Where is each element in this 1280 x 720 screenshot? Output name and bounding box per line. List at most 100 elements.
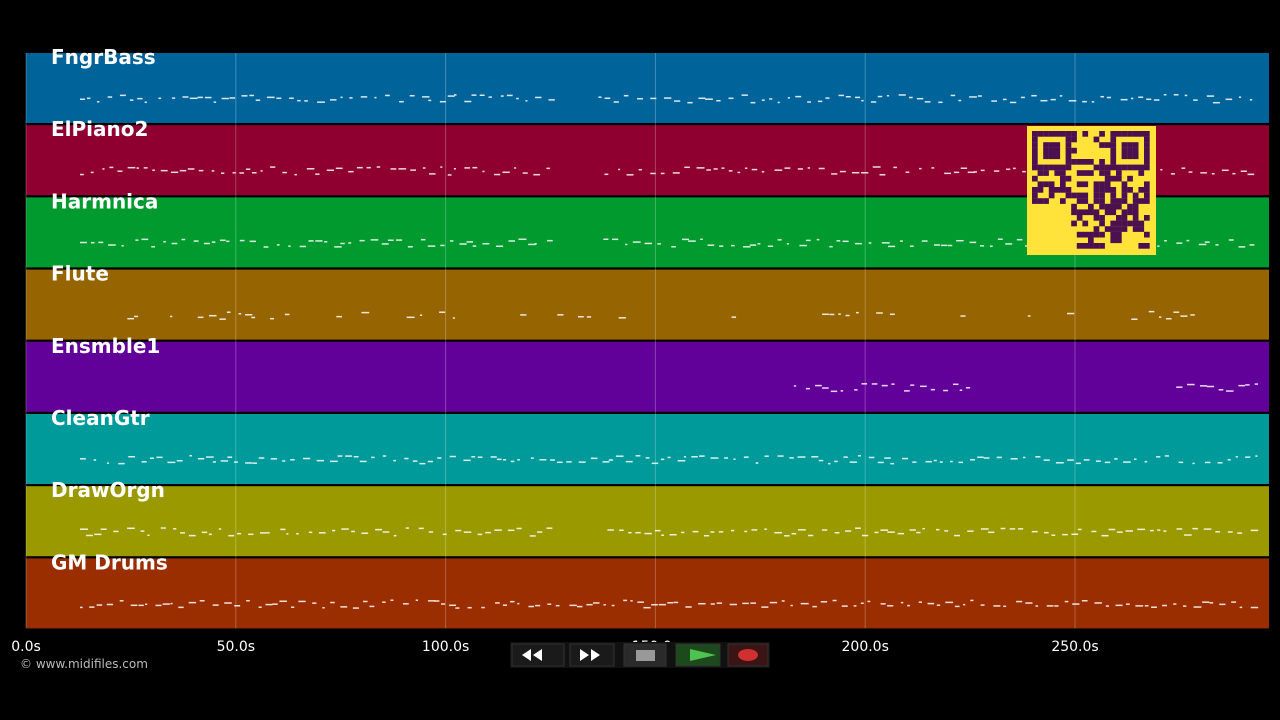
note xyxy=(548,99,555,101)
note xyxy=(1176,386,1183,388)
note xyxy=(838,94,844,97)
note xyxy=(790,604,793,607)
note xyxy=(959,389,963,392)
note xyxy=(366,166,371,169)
qr-module xyxy=(1093,226,1100,232)
note xyxy=(181,238,186,241)
note xyxy=(412,460,418,462)
note xyxy=(1170,173,1175,175)
play-button[interactable] xyxy=(675,643,721,667)
qr-module xyxy=(1138,220,1145,227)
note xyxy=(590,457,598,460)
note xyxy=(167,461,176,464)
note xyxy=(220,460,229,462)
note xyxy=(603,238,609,240)
qr-module xyxy=(1032,142,1038,148)
note xyxy=(945,601,954,604)
note xyxy=(1162,604,1167,607)
note xyxy=(463,531,472,533)
note xyxy=(1240,170,1247,172)
note xyxy=(1186,239,1190,242)
note xyxy=(348,170,354,173)
note xyxy=(983,457,990,459)
qr-module xyxy=(1082,170,1089,176)
record-button[interactable] xyxy=(727,643,769,667)
qr-module xyxy=(1076,231,1083,238)
note xyxy=(189,97,198,100)
note xyxy=(410,169,417,171)
note xyxy=(221,97,229,100)
qr-module xyxy=(1060,175,1066,182)
note xyxy=(936,604,941,606)
note xyxy=(182,96,189,98)
qr-module xyxy=(1104,203,1111,210)
qr-module xyxy=(1132,226,1139,232)
note xyxy=(1160,168,1163,171)
note xyxy=(1173,603,1177,605)
note xyxy=(845,530,852,532)
forward-icon xyxy=(580,649,600,661)
note xyxy=(219,239,226,242)
qr-module xyxy=(1048,147,1055,154)
note xyxy=(245,462,253,464)
note xyxy=(119,94,126,97)
note xyxy=(522,172,528,174)
qr-module xyxy=(1121,142,1128,148)
note xyxy=(452,317,455,319)
forward-button[interactable] xyxy=(569,643,615,667)
note xyxy=(80,528,88,530)
note xyxy=(495,602,500,604)
note xyxy=(147,534,150,537)
note xyxy=(989,245,993,248)
note xyxy=(315,240,323,242)
note xyxy=(481,606,485,609)
note xyxy=(977,456,984,459)
note xyxy=(1040,99,1048,102)
stop-icon xyxy=(636,650,655,661)
note xyxy=(855,527,861,529)
note xyxy=(795,95,802,98)
note xyxy=(1164,455,1169,457)
note xyxy=(861,383,868,385)
note xyxy=(144,603,148,606)
note xyxy=(528,243,536,246)
note xyxy=(218,528,222,530)
note xyxy=(733,458,736,460)
qr-module xyxy=(1032,153,1038,160)
note xyxy=(361,532,369,534)
note xyxy=(422,167,426,169)
qr-module xyxy=(1144,164,1150,171)
qr-module xyxy=(1065,147,1072,154)
note xyxy=(611,604,615,607)
note xyxy=(317,101,325,103)
note xyxy=(954,605,960,608)
qr-module xyxy=(1104,187,1111,193)
qr-module xyxy=(1054,164,1061,171)
note xyxy=(398,168,407,170)
note xyxy=(204,242,211,245)
note xyxy=(419,462,426,465)
note xyxy=(791,532,797,535)
note xyxy=(212,604,219,606)
note xyxy=(119,600,124,602)
note xyxy=(439,100,446,103)
note xyxy=(638,168,642,171)
note xyxy=(1072,603,1080,605)
note xyxy=(1176,528,1183,530)
note xyxy=(755,462,759,464)
note xyxy=(508,240,516,242)
note xyxy=(637,601,644,603)
note xyxy=(371,456,375,459)
stop-button[interactable] xyxy=(623,643,667,667)
qr-module xyxy=(1093,215,1100,221)
rewind-button[interactable] xyxy=(511,643,565,667)
note xyxy=(977,95,982,97)
note xyxy=(880,529,889,531)
note xyxy=(86,534,93,537)
note xyxy=(228,534,235,537)
note xyxy=(764,455,769,457)
note xyxy=(970,459,975,461)
note xyxy=(1192,462,1195,465)
qr-module xyxy=(1071,147,1077,154)
note xyxy=(828,462,831,465)
